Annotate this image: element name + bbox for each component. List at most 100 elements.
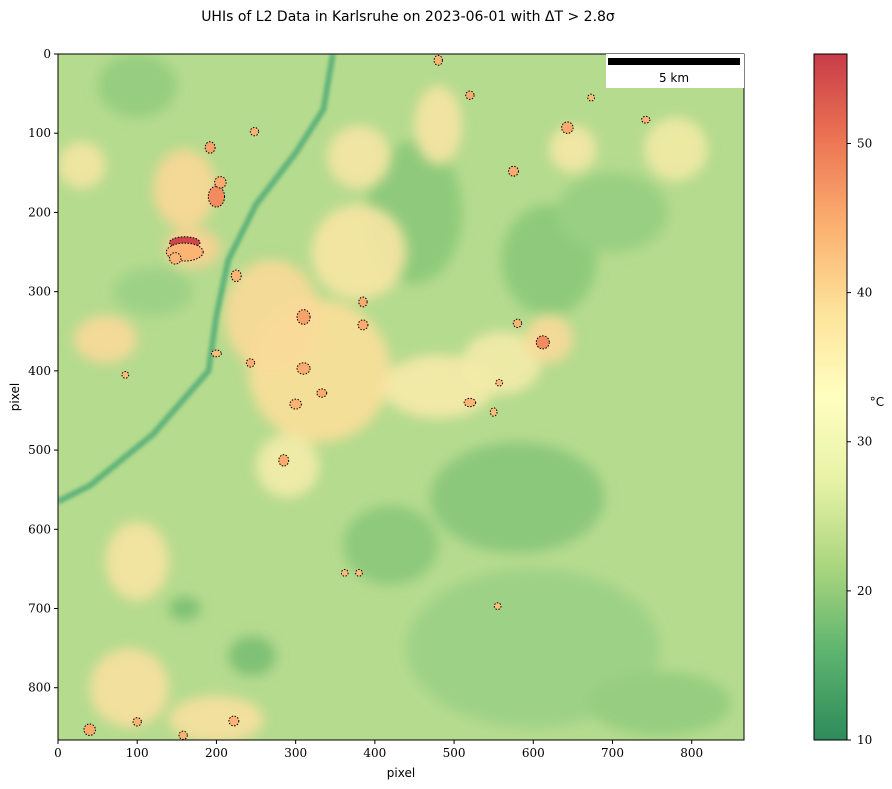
warm-zone (73, 315, 138, 363)
y-axis: 0 100 200 300 400 500 600 700 800 (28, 47, 58, 695)
uhi-hotspot (357, 319, 369, 331)
cool-zone (228, 636, 276, 676)
uhi-hotspot (278, 454, 290, 467)
uhi-hotspot (214, 176, 227, 189)
x-tick-label: 0 (54, 746, 62, 760)
cool-zone (97, 54, 177, 118)
warm-zone (461, 331, 542, 395)
y-tick-label: 300 (28, 285, 51, 299)
uhi-hotspot (508, 165, 519, 177)
chart-title: UHIs of L2 Data in Karlsruhe on 2023-06-… (201, 9, 615, 25)
uhi-hotspot (358, 296, 368, 308)
uhi-hotspot (340, 568, 349, 577)
heatmap-plot-area (58, 54, 744, 740)
warm-zone (153, 149, 217, 229)
y-tick-label: 400 (28, 364, 51, 378)
colorbar: 10 20 30 40 50 °C (813, 53, 884, 747)
warm-zones-layer (58, 85, 708, 740)
y-tick-label: 100 (28, 126, 51, 140)
uhi-hotspot (168, 252, 182, 265)
uhi-hotspot (207, 185, 226, 208)
cool-zone (430, 442, 605, 554)
scale-bar-label: 5 km (659, 71, 689, 85)
y-tick-label: 600 (28, 522, 51, 536)
x-tick-label: 800 (680, 746, 703, 760)
uhi-hotspot (204, 141, 216, 154)
uhi-hotspot (296, 362, 311, 375)
cool-zone (168, 596, 201, 621)
uhi-hotspot (463, 397, 477, 408)
uhi-hotspot (210, 349, 222, 358)
uhi-hotspot (465, 90, 475, 100)
x-tick-label: 500 (443, 746, 466, 760)
uhi-hotspot (587, 93, 595, 102)
river-channel (58, 54, 336, 505)
uhi-hotspot (512, 318, 523, 328)
uhi-hotspot (289, 398, 302, 410)
hotspots-layer (83, 54, 651, 740)
uhi-hotspot (355, 568, 363, 577)
cool-zone (113, 267, 193, 316)
warm-zone (58, 141, 106, 189)
x-tick-label: 200 (205, 746, 228, 760)
uhi-hotspot (296, 309, 311, 325)
uhi-hotspot (489, 407, 498, 417)
plot-frame (57, 53, 745, 741)
x-tick-label: 600 (522, 746, 545, 760)
colorbar-tick-label: 30 (857, 435, 872, 449)
uhi-hotspot (249, 126, 260, 137)
uhi-hotspot (121, 370, 130, 379)
y-tick-label: 700 (28, 602, 51, 616)
uhi-hotspot (178, 730, 188, 740)
uhi-hotspot (433, 54, 443, 66)
warm-zone (327, 125, 391, 189)
colorbar-tick-label: 50 (857, 136, 872, 150)
uhi-hotspot (132, 717, 142, 727)
x-tick-label: 700 (601, 746, 624, 760)
warm-zone (549, 125, 597, 173)
warm-zone (311, 204, 407, 300)
uhi-hotspot (83, 723, 96, 736)
uhi-hotspot (316, 388, 328, 398)
warm-zone (525, 315, 573, 363)
scale-bar: 5 km (606, 54, 744, 88)
uhi-hotspot (561, 121, 574, 134)
warm-zone (224, 259, 320, 371)
cool-zones-layer (97, 54, 732, 736)
uhi-hotspot (228, 715, 240, 727)
colorbar-ticks: 10 20 30 40 50 (847, 136, 872, 747)
warm-zone (89, 648, 169, 728)
y-axis-label: pixel (8, 383, 22, 411)
uhi-hotspot (230, 269, 242, 283)
warm-zone (168, 695, 264, 740)
warm-zone (256, 434, 320, 498)
y-tick-label: 500 (28, 443, 51, 457)
x-axis: 0 100 200 300 400 500 600 700 800 (54, 740, 703, 760)
colorbar-frame (813, 53, 848, 741)
x-axis-label: pixel (387, 766, 415, 780)
colorbar-gradient (814, 54, 847, 740)
colorbar-label: °C (870, 395, 884, 409)
cool-zone (343, 505, 439, 585)
x-tick-label: 100 (126, 746, 149, 760)
uhi-hotspot (245, 358, 256, 368)
warm-zone (105, 521, 169, 601)
warm-zone (644, 117, 708, 181)
colorbar-tick-label: 10 (857, 733, 872, 747)
y-tick-label: 800 (28, 681, 51, 695)
uhi-hotspot (535, 335, 550, 350)
colorbar-tick-label: 40 (857, 286, 872, 300)
colorbar-tick-label: 20 (857, 584, 872, 598)
x-tick-label: 400 (363, 746, 386, 760)
scale-bar-line (608, 58, 740, 65)
uhi-hotspot (641, 115, 651, 124)
cool-zone (406, 568, 661, 728)
cool-zone (557, 172, 668, 253)
uhi-hotspot (493, 602, 502, 611)
y-tick-label: 0 (43, 47, 51, 61)
y-tick-label: 200 (28, 205, 51, 219)
warm-zone (414, 85, 462, 165)
cool-zone (588, 671, 732, 736)
x-tick-label: 300 (284, 746, 307, 760)
